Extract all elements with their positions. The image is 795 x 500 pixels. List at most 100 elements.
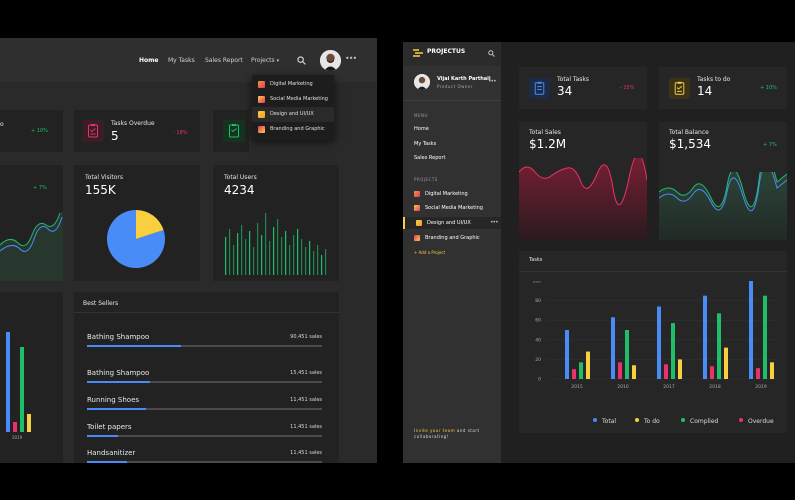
dropdown-item-label: Digital Marketing [270,81,313,87]
search-icon[interactable] [488,50,495,57]
sidebar-project-branding[interactable]: Branding and Graphic [403,232,501,244]
seller-progress [87,408,322,410]
bar-overdue-2016[interactable] [618,362,622,379]
cut-delta: + 10% [31,128,48,134]
nav-projects[interactable]: Projects ▾ [251,57,279,64]
project-icon [416,220,422,226]
user-avatar[interactable] [414,74,430,90]
right-dashboard-screen: PROJECTUS Vijai Karth Parthali Product O… [403,42,795,463]
bar-to-do-2017[interactable] [678,359,682,379]
dropdown-item-label: Social Media Marketing [270,96,328,102]
bar-overdue-2018[interactable] [710,366,714,379]
card-total-visitors: Total Visitors 155K [74,165,200,281]
tasks-overdue-value: 5 [111,129,119,143]
sales-area-chart [519,158,647,240]
users-bar [309,241,311,275]
avatar[interactable] [320,50,341,71]
legend-label: Complied [690,418,719,425]
seller-progress [87,435,322,437]
tasks-bar-chart-cut [6,332,31,432]
project-icon [258,96,265,103]
y-tick-label: 80 [535,298,541,304]
card-line-chart-cut: + 7% [0,165,63,281]
total-balance-label: Total Balance [669,129,709,136]
y-tick-label: 20 [535,357,541,363]
bar-total-2019[interactable] [749,281,753,379]
users-bar [277,219,279,275]
bar-total-2016[interactable] [611,317,615,379]
sidebar-project-digital-marketing[interactable]: Digital Marketing [403,188,501,200]
dropdown-item-digital-marketing[interactable]: Digital Marketing [252,77,334,92]
project-label: Digital Marketing [425,191,468,197]
users-bar [321,255,323,275]
users-bar [313,251,315,275]
clipboard-list-icon [669,78,690,99]
sidebar-item-home[interactable]: Home [414,126,429,132]
bar-total-2017[interactable] [657,306,661,379]
total-balance-value: $1,534 [669,137,711,151]
line-chart [0,211,63,281]
bar-overdue-2015[interactable] [572,369,576,379]
more-icon[interactable]: ••• [345,54,357,63]
bar-to-do-2019[interactable] [770,362,774,379]
seller-sales: 90,451 sales [290,334,322,340]
users-bar [297,229,299,275]
sidebar-project-social-media[interactable]: Social Media Marketing [403,202,501,214]
bar-to-do-2018[interactable] [724,347,728,379]
users-bar-chart [225,213,327,275]
card-cut-left: o + 10% [0,110,63,152]
card-best-sellers: Best Sellers [74,292,339,463]
nav-sales-report[interactable]: Sales Report [205,57,243,64]
total-tasks-label: Total Tasks [557,76,589,83]
bar-overdue-2017[interactable] [664,364,668,379]
users-bar [245,239,247,275]
users-bar [265,213,267,275]
nav-home[interactable]: Home [139,57,159,64]
bar-todo-2019 [27,414,31,432]
sidebar-project-design-uiux[interactable]: Design and UI/UX ••• [403,217,501,229]
card-tasks-todo: Tasks to do 14 + 10% [659,67,787,109]
sidebar-item-my-tasks[interactable]: My Tasks [414,141,437,147]
year-tick-2019: 2019 [12,435,23,440]
dropdown-item-branding[interactable]: Branding and Graphic [252,122,334,137]
bar-complied-2018[interactable] [717,313,721,379]
invite-rest: and start [455,428,480,433]
legend-label: Overdue [748,418,774,425]
bar-total-2015[interactable] [565,330,569,379]
bar-overdue-2019 [13,422,17,432]
legend-dot [593,418,597,422]
seller-sales: 11,451 sales [290,424,322,430]
bar-complied-2016[interactable] [625,330,629,379]
users-bar [269,241,271,275]
project-label: Design and UI/UX [427,220,471,226]
project-icon [258,126,265,133]
legend-dot [681,418,685,422]
users-bar [229,229,231,275]
more-icon[interactable]: ••• [488,78,497,85]
bar-overdue-2019[interactable] [756,368,760,379]
users-bar [257,223,259,275]
sidebar: PROJECTUS Vijai Karth Parthali Product O… [403,42,501,463]
bar-total-2018[interactable] [703,295,707,379]
dropdown-item-social-media[interactable]: Social Media Marketing [252,92,334,107]
users-bar [317,245,319,275]
invite-team-link[interactable]: Invite your team and start [414,428,480,433]
sidebar-item-sales-report[interactable]: Sales Report [414,155,446,161]
search-icon[interactable] [297,56,306,65]
add-project-link[interactable]: + Add a Project [414,250,446,255]
more-icon[interactable]: ••• [490,219,499,226]
nav-my-tasks[interactable]: My Tasks [168,57,195,64]
x-tick-label: 2016 [617,384,629,390]
total-sales-label: Total Sales [529,129,561,136]
bar-to-do-2015[interactable] [586,351,590,379]
y-tick-label: 60 [535,318,541,324]
dropdown-item-label: Design and UI/UX [270,111,314,117]
bar-complied-2019[interactable] [763,295,767,379]
project-icon [414,205,420,211]
bar-to-do-2016[interactable] [632,365,636,379]
bar-complied-2015[interactable] [579,362,583,379]
dropdown-item-design-uiux[interactable]: Design and UI/UX [252,107,334,122]
total-sales-value: $1.2M [529,137,567,151]
users-bar [233,245,235,275]
bar-complied-2017[interactable] [671,323,675,379]
